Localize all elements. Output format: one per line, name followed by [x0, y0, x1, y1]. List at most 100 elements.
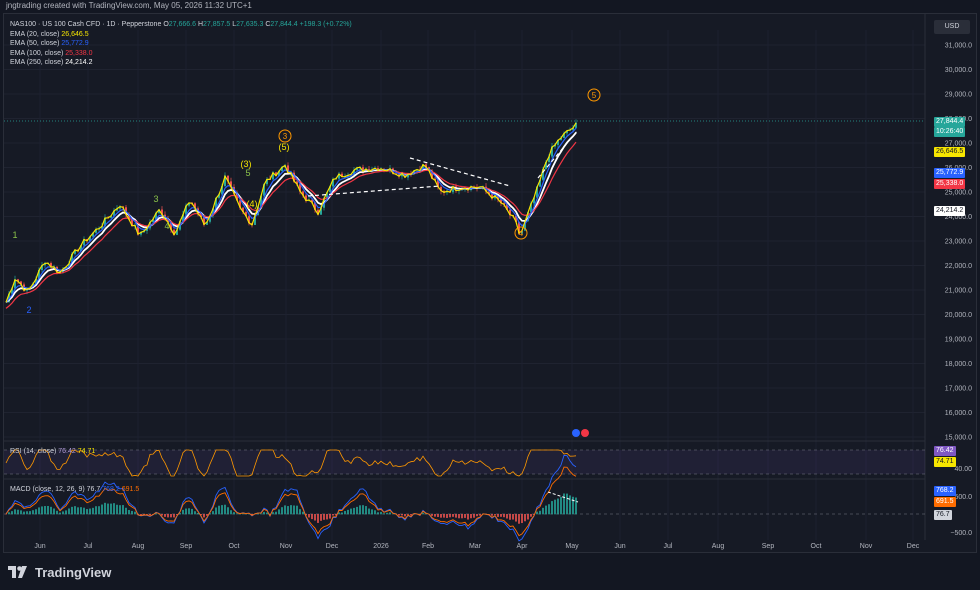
- macd-legend[interactable]: MACD (close, 12, 26, 9) 76.7 768.2 691.5: [10, 486, 139, 493]
- macd-histogram-bar: [341, 512, 343, 515]
- macd-histogram-bar: [467, 514, 469, 520]
- price-axis-label: 22,000.0: [945, 263, 972, 270]
- price-axis-label: 17,000.0: [945, 386, 972, 393]
- legend-ema20[interactable]: EMA (20, close) 26,646.5: [10, 30, 352, 40]
- candle-body: [92, 232, 94, 237]
- macd-histogram-bar: [437, 514, 439, 518]
- macd-histogram-bar: [125, 507, 127, 515]
- time-axis-label: Aug: [712, 543, 725, 550]
- macd-histogram-bar: [476, 514, 478, 517]
- candle-body: [218, 194, 220, 198]
- macd-histogram-bar: [542, 507, 544, 515]
- price-axis-label: 31,000.0: [945, 43, 972, 50]
- macd-histogram-bar: [263, 511, 265, 515]
- candle-body: [137, 225, 139, 235]
- close-label: C: [265, 21, 271, 28]
- price-axis-label: 18,000.0: [945, 361, 972, 368]
- macd-histogram-bar: [440, 514, 442, 518]
- macd-histogram-bar: [233, 512, 235, 515]
- time-axis-label: Dec: [326, 543, 339, 550]
- macd-histogram-bar: [512, 514, 514, 520]
- macd-histogram-bar: [545, 505, 547, 515]
- candle-body: [89, 236, 91, 242]
- time-axis-label: Oct: [229, 543, 240, 550]
- price-axis-label: 24,000.0: [945, 214, 972, 221]
- macd-histogram-bar: [86, 509, 88, 515]
- macd-histogram-bar: [275, 511, 277, 515]
- macd-histogram-bar: [422, 512, 424, 515]
- macd-histogram-bar: [350, 508, 352, 515]
- wave-label-circled: 4: [519, 229, 524, 238]
- candle-body: [203, 216, 205, 225]
- macd-histogram-bar: [272, 512, 274, 515]
- symbol-title[interactable]: NAS100 · US 100 Cash CFD · 1D · Pepperst…: [10, 21, 162, 28]
- time-axis-label: Apr: [517, 543, 529, 550]
- currency-button[interactable]: USD: [934, 20, 970, 34]
- candle-body: [194, 203, 196, 209]
- legend-ema250[interactable]: EMA (250, close) 24,214.2: [10, 58, 352, 68]
- high-value: 27,857.5: [203, 21, 231, 28]
- macd-histogram-bar: [134, 511, 136, 515]
- macd-histogram-bar: [221, 505, 223, 515]
- tradingview-logo[interactable]: TradingView: [8, 563, 111, 581]
- countdown-tag: 10:26:40: [934, 127, 966, 138]
- macd-histogram-bar: [113, 503, 115, 515]
- macd-histogram-bar: [434, 514, 436, 517]
- candle-body: [407, 173, 409, 178]
- macd-histogram-bar: [194, 511, 196, 515]
- macd-histogram-bar: [452, 514, 454, 517]
- candle-body: [101, 226, 103, 229]
- macd-histogram-bar: [14, 509, 16, 515]
- price-axis-label: 29,000.0: [945, 92, 972, 99]
- chart-frame[interactable]: [3, 13, 977, 553]
- candle-body: [11, 288, 13, 294]
- rsi-label: RSI (14, close): [10, 448, 57, 455]
- macd-histogram-bar: [410, 514, 412, 516]
- macd-histogram-bar: [566, 493, 568, 515]
- time-axis-label: Sep: [762, 543, 775, 550]
- macd-histogram-bar: [209, 513, 211, 515]
- candle-body: [236, 193, 238, 201]
- time-axis-label: Jul: [84, 543, 93, 550]
- change-value: +198.3 (+0.72%): [299, 21, 352, 28]
- candle-body: [215, 197, 217, 209]
- macd-histogram-bar: [191, 508, 193, 515]
- candle-body: [545, 162, 547, 170]
- chart-canvas[interactable]: 31,000.030,000.029,000.028,000.027,000.0…: [0, 0, 980, 556]
- macd-histogram-bar: [38, 507, 40, 515]
- candle-body: [41, 265, 43, 271]
- macd-histogram-bar: [320, 514, 322, 521]
- macd-histogram-bar: [404, 514, 406, 517]
- legend-ema50[interactable]: EMA (50, close) 25,772.9: [10, 39, 352, 49]
- macd-histogram-bar: [374, 510, 376, 515]
- candle-body: [362, 167, 364, 172]
- candle-body: [551, 146, 553, 157]
- candle-body: [560, 137, 562, 140]
- time-axis-label: Feb: [422, 543, 434, 550]
- wave-label-circled: 5: [592, 91, 597, 100]
- legend-ohlc-row: NAS100 · US 100 Cash CFD · 1D · Pepperst…: [10, 20, 352, 30]
- legend-ema100[interactable]: EMA (100, close) 25,338.0: [10, 49, 352, 59]
- macd-histogram-bar: [548, 504, 550, 515]
- time-axis-label: Nov: [280, 543, 293, 550]
- macd-histogram-bar: [197, 512, 199, 515]
- candle-body: [65, 266, 67, 269]
- candle-body: [353, 170, 355, 175]
- macd-histogram-bar: [305, 514, 307, 516]
- price-axis-label: 27,000.0: [945, 141, 972, 148]
- wave-label: 4: [164, 221, 169, 231]
- rsi-legend[interactable]: RSI (14, close) 76.42 74.71: [10, 448, 95, 455]
- candle-body: [182, 214, 184, 222]
- candle-body: [260, 195, 262, 207]
- candle-body: [332, 178, 334, 187]
- candle-body: [317, 209, 319, 215]
- macd-histogram-bar: [170, 514, 172, 518]
- candle-body: [110, 215, 112, 218]
- macd-histogram-bar: [509, 514, 511, 520]
- macd-histogram-bar: [365, 506, 367, 515]
- candle-body: [500, 199, 502, 204]
- candle-body: [185, 205, 187, 215]
- macd-histogram-bar: [251, 514, 253, 515]
- macd-histogram-bar: [470, 514, 472, 519]
- candle-body: [167, 219, 169, 223]
